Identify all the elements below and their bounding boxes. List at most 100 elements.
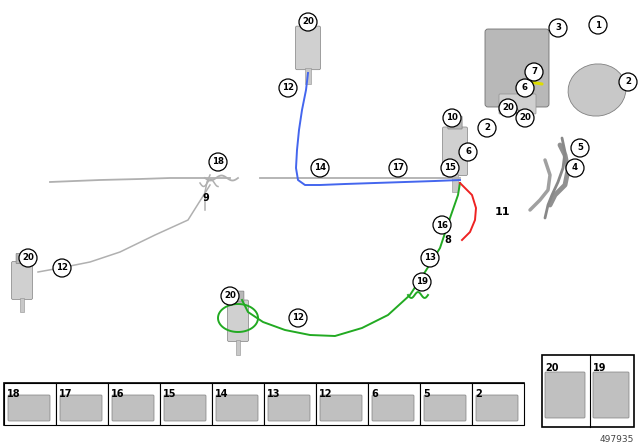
Circle shape [516, 109, 534, 127]
Text: 2: 2 [625, 78, 631, 86]
Text: 5: 5 [423, 389, 429, 399]
Text: 3: 3 [555, 23, 561, 33]
FancyBboxPatch shape [485, 29, 549, 107]
Text: 14: 14 [215, 389, 228, 399]
Circle shape [566, 159, 584, 177]
Text: 20: 20 [302, 17, 314, 26]
Circle shape [516, 79, 534, 97]
Text: 10: 10 [446, 113, 458, 122]
Circle shape [499, 99, 517, 117]
Circle shape [421, 249, 439, 267]
FancyBboxPatch shape [20, 298, 24, 312]
Bar [472, 383, 524, 425]
FancyBboxPatch shape [12, 262, 33, 300]
FancyBboxPatch shape [227, 300, 248, 341]
Text: 16: 16 [111, 389, 125, 399]
FancyBboxPatch shape [268, 395, 310, 421]
Text: 11: 11 [494, 207, 509, 217]
Circle shape [279, 79, 297, 97]
Text: 20: 20 [22, 254, 34, 263]
Text: 497935: 497935 [600, 435, 634, 444]
FancyBboxPatch shape [16, 254, 28, 263]
Bar [160, 383, 212, 425]
Text: 13: 13 [424, 254, 436, 263]
Circle shape [571, 139, 589, 157]
Text: 12: 12 [56, 263, 68, 272]
Circle shape [311, 159, 329, 177]
Text: 20: 20 [224, 292, 236, 301]
Bar [368, 383, 420, 425]
Bar [420, 383, 472, 425]
Text: 20: 20 [545, 363, 559, 373]
FancyBboxPatch shape [442, 127, 467, 176]
Circle shape [478, 119, 496, 137]
Text: 20: 20 [502, 103, 514, 112]
Circle shape [389, 159, 407, 177]
FancyBboxPatch shape [499, 94, 536, 114]
Circle shape [19, 249, 37, 267]
Text: 12: 12 [292, 314, 304, 323]
Circle shape [413, 273, 431, 291]
FancyBboxPatch shape [320, 395, 362, 421]
Circle shape [459, 143, 477, 161]
Circle shape [433, 216, 451, 234]
Text: 17: 17 [392, 164, 404, 172]
FancyBboxPatch shape [448, 116, 462, 129]
Circle shape [209, 153, 227, 171]
Bar [264, 383, 316, 425]
Bar [4, 383, 56, 425]
Text: 20: 20 [519, 113, 531, 122]
Circle shape [443, 109, 461, 127]
Text: 15: 15 [444, 164, 456, 172]
Text: 8: 8 [445, 235, 451, 245]
Circle shape [221, 287, 239, 305]
Text: 6: 6 [522, 83, 528, 92]
FancyBboxPatch shape [296, 26, 321, 70]
FancyBboxPatch shape [305, 68, 310, 84]
Circle shape [619, 73, 637, 91]
Text: 17: 17 [59, 389, 72, 399]
Bar [56, 383, 108, 425]
Circle shape [441, 159, 459, 177]
Text: 14: 14 [314, 164, 326, 172]
FancyBboxPatch shape [372, 395, 414, 421]
FancyBboxPatch shape [301, 17, 315, 28]
FancyBboxPatch shape [236, 340, 240, 355]
Text: 2: 2 [484, 124, 490, 133]
Circle shape [589, 16, 607, 34]
Text: 19: 19 [593, 363, 607, 373]
Text: 18: 18 [212, 158, 224, 167]
Text: 6: 6 [371, 389, 378, 399]
Bar [108, 383, 160, 425]
Text: 13: 13 [267, 389, 280, 399]
Bar [542, 355, 634, 427]
FancyBboxPatch shape [8, 395, 50, 421]
Text: 9: 9 [203, 193, 209, 203]
FancyBboxPatch shape [545, 372, 585, 418]
FancyBboxPatch shape [216, 395, 258, 421]
Text: 6: 6 [465, 147, 471, 156]
Bar [4, 383, 524, 425]
Bar [316, 383, 368, 425]
FancyBboxPatch shape [232, 291, 244, 302]
Text: 15: 15 [163, 389, 177, 399]
FancyBboxPatch shape [424, 395, 466, 421]
Text: 16: 16 [436, 220, 448, 229]
Text: 1: 1 [595, 21, 601, 30]
Ellipse shape [568, 64, 626, 116]
Text: 4: 4 [572, 164, 578, 172]
Text: 12: 12 [282, 83, 294, 92]
Text: 12: 12 [319, 389, 333, 399]
Text: 5: 5 [577, 143, 583, 152]
FancyBboxPatch shape [476, 395, 518, 421]
Text: 18: 18 [7, 389, 20, 399]
Circle shape [299, 13, 317, 31]
FancyBboxPatch shape [452, 174, 458, 192]
Text: 7: 7 [531, 68, 537, 77]
Text: 2: 2 [475, 389, 482, 399]
FancyBboxPatch shape [60, 395, 102, 421]
Circle shape [549, 19, 567, 37]
Circle shape [53, 259, 71, 277]
Circle shape [289, 309, 307, 327]
FancyBboxPatch shape [164, 395, 206, 421]
